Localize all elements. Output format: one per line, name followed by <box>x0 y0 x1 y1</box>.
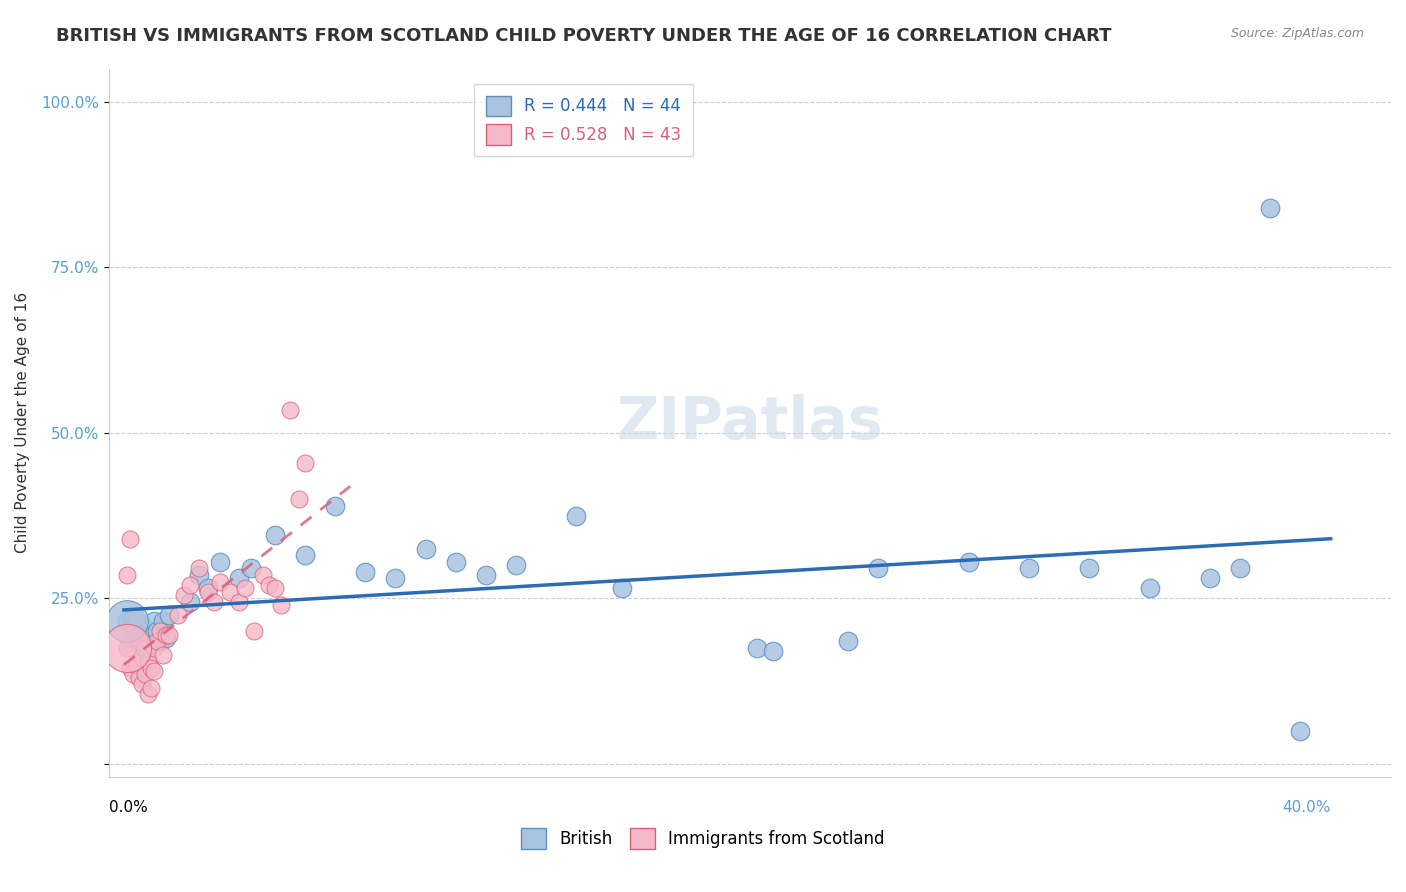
Point <box>188 561 211 575</box>
Point <box>179 578 201 592</box>
Point <box>1018 561 1040 575</box>
Point <box>143 615 166 629</box>
Point <box>128 671 150 685</box>
Point <box>136 687 159 701</box>
Point <box>1199 571 1222 585</box>
Point <box>288 491 311 506</box>
Point <box>565 508 588 523</box>
Point <box>152 615 174 629</box>
Point <box>155 628 177 642</box>
Point <box>143 640 166 655</box>
Point <box>139 661 162 675</box>
Point <box>167 607 190 622</box>
Point <box>384 571 406 585</box>
Text: Source: ZipAtlas.com: Source: ZipAtlas.com <box>1230 27 1364 40</box>
Point <box>146 634 169 648</box>
Text: ZIPatlas: ZIPatlas <box>617 394 883 451</box>
Point <box>179 594 201 608</box>
Point <box>209 574 232 589</box>
Point <box>263 528 285 542</box>
Point <box>128 638 150 652</box>
Point <box>131 651 153 665</box>
Point <box>868 561 890 575</box>
Point <box>136 634 159 648</box>
Point <box>152 648 174 662</box>
Point <box>139 681 162 695</box>
Text: 0.0%: 0.0% <box>108 800 148 815</box>
Point <box>1139 582 1161 596</box>
Point <box>115 640 138 655</box>
Point <box>134 640 156 655</box>
Point <box>505 558 527 573</box>
Point <box>122 667 145 681</box>
Point <box>128 634 150 648</box>
Point <box>252 568 274 582</box>
Text: BRITISH VS IMMIGRANTS FROM SCOTLAND CHILD POVERTY UNDER THE AGE OF 16 CORRELATIO: BRITISH VS IMMIGRANTS FROM SCOTLAND CHIL… <box>56 27 1112 45</box>
Point <box>228 594 250 608</box>
Point <box>354 565 377 579</box>
Point <box>204 594 226 608</box>
Point <box>115 568 138 582</box>
Point <box>131 677 153 691</box>
Y-axis label: Child Poverty Under the Age of 16: Child Poverty Under the Age of 16 <box>15 293 30 553</box>
Legend: British, Immigrants from Scotland: British, Immigrants from Scotland <box>513 820 893 857</box>
Point <box>118 661 141 675</box>
Point <box>115 615 138 629</box>
Point <box>134 640 156 655</box>
Point <box>415 541 437 556</box>
Point <box>143 664 166 678</box>
Point <box>239 561 262 575</box>
Point <box>1078 561 1101 575</box>
Point <box>475 568 498 582</box>
Point <box>747 640 769 655</box>
Point <box>444 555 467 569</box>
Point <box>155 631 177 645</box>
Point <box>115 640 138 655</box>
Point <box>118 631 141 645</box>
Point <box>125 628 148 642</box>
Point <box>957 555 980 569</box>
Point <box>1229 561 1251 575</box>
Point <box>122 611 145 625</box>
Point <box>146 624 169 639</box>
Point <box>218 584 240 599</box>
Point <box>1289 723 1312 738</box>
Point <box>294 456 316 470</box>
Point <box>149 634 172 648</box>
Point <box>257 578 280 592</box>
Point <box>139 628 162 642</box>
Point <box>197 582 219 596</box>
Point <box>188 568 211 582</box>
Point <box>131 617 153 632</box>
Point <box>294 548 316 562</box>
Point <box>242 624 264 639</box>
Point <box>122 621 145 635</box>
Point <box>209 555 232 569</box>
Point <box>173 588 195 602</box>
Point <box>125 611 148 625</box>
Point <box>157 607 180 622</box>
Point <box>157 628 180 642</box>
Point <box>1260 201 1282 215</box>
Point <box>233 582 256 596</box>
Point <box>134 667 156 681</box>
Point <box>263 582 285 596</box>
Point <box>323 499 346 513</box>
Point <box>197 584 219 599</box>
Text: 40.0%: 40.0% <box>1282 800 1330 815</box>
Point <box>115 615 138 629</box>
Legend: R = 0.444   N = 44, R = 0.528   N = 43: R = 0.444 N = 44, R = 0.528 N = 43 <box>474 84 693 156</box>
Point <box>125 657 148 672</box>
Point <box>610 582 633 596</box>
Point <box>270 598 292 612</box>
Point <box>837 634 859 648</box>
Point <box>278 402 301 417</box>
Point <box>118 532 141 546</box>
Point <box>761 644 783 658</box>
Point <box>149 624 172 639</box>
Point <box>136 654 159 668</box>
Point <box>228 571 250 585</box>
